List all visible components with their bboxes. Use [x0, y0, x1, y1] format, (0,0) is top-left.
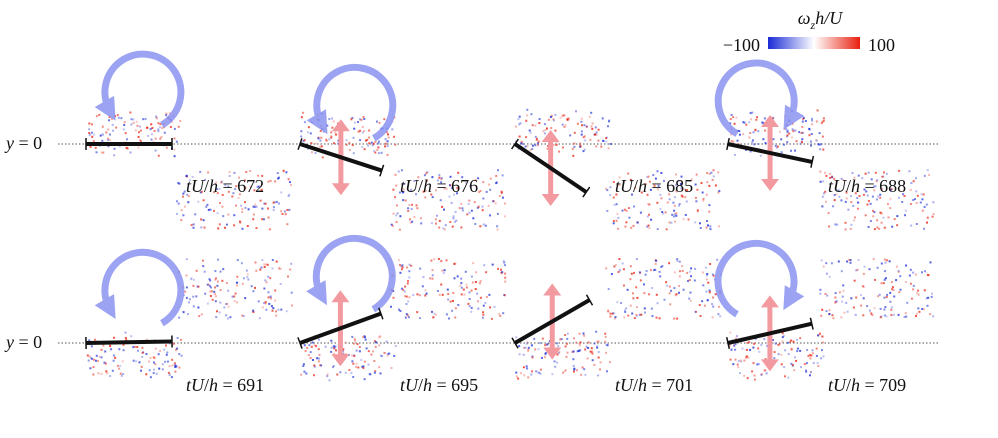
- panel-676: tU/h = 676: [297, 63, 506, 231]
- plate: [297, 307, 384, 349]
- panels: tU/h = 672 tU/h = 676 tU/h = 685 tU/h = 688…: [85, 50, 935, 395]
- plate: [85, 138, 173, 150]
- time-label: tU/h = 676: [400, 176, 478, 196]
- time-label: tU/h = 688: [828, 176, 906, 196]
- colorbar-gradient: [768, 37, 860, 49]
- rotation-arrow: [94, 50, 185, 129]
- time-value: 685: [666, 176, 693, 196]
- panel-695: tU/h = 695: [297, 234, 507, 395]
- vorticity-field: [300, 258, 507, 382]
- vorticity-field: [300, 111, 506, 231]
- vorticity-field: [515, 108, 721, 231]
- plate: [726, 137, 815, 168]
- panel-709: tU/h = 709: [714, 239, 935, 395]
- vorticity-field: [86, 111, 292, 231]
- time-value: 688: [879, 176, 906, 196]
- row-bottom: y = 0: [4, 332, 940, 352]
- time-label: tU/h = 709: [828, 375, 906, 395]
- time-value: 695: [451, 375, 478, 395]
- plate: [510, 138, 591, 198]
- time-value: 672: [237, 176, 264, 196]
- time-label: tU/h = 695: [400, 375, 478, 395]
- panel-701: tU/h = 701: [511, 258, 722, 395]
- time-label: tU/h = 685: [615, 176, 693, 196]
- time-value: 676: [451, 176, 478, 196]
- rotation-arrow: [306, 234, 396, 313]
- time-value: 709: [879, 375, 906, 395]
- colorbar-title-rest: h/U: [815, 8, 843, 28]
- row-label-bottom: y = 0: [4, 332, 42, 352]
- rotation-arrow: [306, 63, 397, 142]
- vorticity-field: [86, 258, 293, 379]
- panel-685: tU/h = 685: [510, 108, 721, 231]
- time-label: tU/h = 691: [186, 375, 264, 395]
- colorbar-title-main: ω: [798, 8, 811, 28]
- rotation-arrow: [714, 239, 805, 318]
- panel-672: tU/h = 672: [85, 50, 292, 231]
- time-label: tU/h = 672: [186, 176, 264, 196]
- rotation-arrow: [94, 248, 185, 327]
- colorbar-max-label: 100: [868, 35, 895, 55]
- plate: [725, 317, 814, 349]
- time-value: 691: [237, 375, 264, 395]
- row-top: y = 0: [4, 133, 940, 153]
- time-label: tU/h = 701: [615, 375, 693, 395]
- row-label-top: y = 0: [4, 133, 42, 153]
- colorbar-title-sub: z: [810, 18, 816, 32]
- plate: [85, 335, 173, 350]
- rotation-arrow: [714, 59, 805, 137]
- vorticity-field: [728, 258, 935, 381]
- plate: [297, 138, 385, 177]
- time-value: 701: [666, 375, 693, 395]
- vorticity-field: [515, 258, 722, 380]
- colorbar-min-label: −100: [723, 35, 760, 55]
- colorbar: ωzh/U −100 100: [723, 8, 895, 55]
- panel-688: tU/h = 688: [714, 59, 935, 231]
- vorticity-field: [729, 109, 935, 231]
- plate: [511, 294, 594, 349]
- panel-691: tU/h = 691: [85, 248, 293, 395]
- colorbar-title: ωzh/U: [798, 8, 843, 32]
